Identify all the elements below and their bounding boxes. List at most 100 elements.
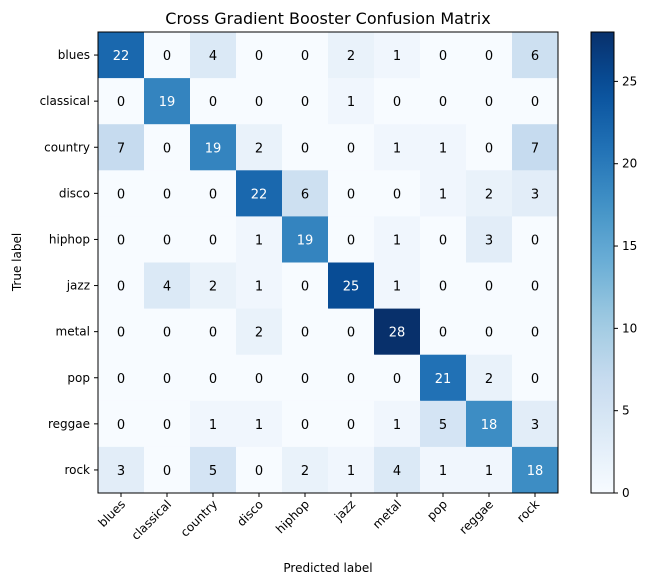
heatmap-cell xyxy=(420,124,467,171)
cell-value-label: 3 xyxy=(531,418,539,433)
heatmap-cell xyxy=(466,308,513,356)
heatmap-cell xyxy=(236,32,283,79)
cell-value-label: 0 xyxy=(301,418,309,433)
heatmap-cell xyxy=(236,400,283,448)
heatmap-cell xyxy=(420,170,467,217)
plot-frame xyxy=(97,31,559,494)
heatmap-cell xyxy=(98,78,145,125)
chart-title: Cross Gradient Booster Confusion Matrix xyxy=(165,9,490,28)
cell-value-label: 2 xyxy=(255,326,263,341)
heatmap-cell xyxy=(466,78,513,125)
y-axis-label: True label xyxy=(10,233,24,292)
cell-value-label: 1 xyxy=(393,280,401,295)
y-tick-label: pop xyxy=(67,371,90,385)
cell-value-label: 1 xyxy=(393,418,401,433)
cell-value-label: 6 xyxy=(301,187,309,202)
x-tick-label: jazz xyxy=(331,497,358,524)
cell-value-label: 0 xyxy=(439,233,447,248)
cell-value-label: 0 xyxy=(301,95,309,110)
colorbar-tick-label: 20 xyxy=(622,157,637,171)
cell-value-label: 25 xyxy=(343,280,360,295)
heatmap-cell xyxy=(144,216,191,263)
heatmap-cell xyxy=(512,216,559,263)
cell-value-label: 19 xyxy=(205,141,222,156)
cell-value-label: 0 xyxy=(117,95,125,110)
heatmap-cell xyxy=(144,32,191,79)
cell-value-label: 0 xyxy=(393,372,401,387)
heatmap-cell xyxy=(328,216,375,263)
heatmap-cells: 22 0 4 0 0 2 1 0 0 60 19 0 0 0 1 0 0 0 07 0 19 2 0 0 1 1 0 70 0 0 22 6 0… xyxy=(98,32,559,494)
cell-value-label: 0 xyxy=(255,95,263,110)
heatmap-cell xyxy=(328,170,375,217)
cell-value-label: 0 xyxy=(255,464,263,479)
cell-value-label: 0 xyxy=(255,372,263,387)
cell-value-label: 0 xyxy=(347,233,355,248)
cell-value-label: 0 xyxy=(439,49,447,64)
heatmap-cell xyxy=(98,308,145,356)
cell-value-label: 0 xyxy=(117,418,125,433)
heatmap-cell xyxy=(512,308,559,356)
cell-value-label: 0 xyxy=(117,280,125,295)
heatmap-cell xyxy=(466,400,513,448)
x-axis-label: Predicted label xyxy=(283,561,372,575)
cell-value-label: 18 xyxy=(527,464,544,479)
cell-value-label: 1 xyxy=(209,418,217,433)
heatmap-cell xyxy=(420,354,467,402)
heatmap-cell xyxy=(374,170,421,217)
heatmap-cell xyxy=(190,124,237,171)
heatmap-cell xyxy=(190,32,237,79)
cell-value-label: 6 xyxy=(531,49,539,64)
heatmap-cell xyxy=(282,308,329,356)
cell-value-label: 0 xyxy=(163,464,171,479)
cell-value-label: 0 xyxy=(531,280,539,295)
heatmap-cell xyxy=(236,78,283,125)
heatmap-cell xyxy=(236,170,283,217)
heatmap-cell xyxy=(420,262,467,310)
heatmap-cell xyxy=(98,446,145,494)
cell-value-label: 4 xyxy=(209,49,217,64)
heatmap-cell xyxy=(328,32,375,79)
heatmap-cell xyxy=(374,446,421,494)
colorbar-ticks: 0 5 10 15 20 25 xyxy=(614,74,637,500)
heatmap-cell xyxy=(282,216,329,263)
cell-value-label: 7 xyxy=(117,141,125,156)
cell-value-label: 0 xyxy=(163,141,171,156)
cell-value-label: 5 xyxy=(439,418,447,433)
x-tick-label: hiphop xyxy=(273,497,312,536)
cell-value-label: 28 xyxy=(389,326,406,341)
heatmap-cell xyxy=(512,78,559,125)
colorbar-tick-label: 15 xyxy=(622,239,637,253)
y-tick-label: reggae xyxy=(48,417,90,431)
heatmap-cell xyxy=(374,78,421,125)
heatmap-cell xyxy=(98,400,145,448)
heatmap-cell xyxy=(98,124,145,171)
cell-value-label: 0 xyxy=(117,233,125,248)
heatmap-cell xyxy=(144,354,191,402)
cell-value-label: 1 xyxy=(439,464,447,479)
cell-value-label: 1 xyxy=(393,233,401,248)
y-tick-labels: blues classical country disco hiphop jazz meta… xyxy=(40,48,98,477)
cell-value-label: 2 xyxy=(485,187,493,202)
heatmap-cell xyxy=(190,216,237,263)
y-tick-label: country xyxy=(44,140,90,154)
heatmap-cell xyxy=(236,446,283,494)
heatmap-cell xyxy=(512,354,559,402)
x-tick-label: reggae xyxy=(457,497,497,537)
heatmap-cell xyxy=(512,262,559,310)
heatmap-cell xyxy=(420,78,467,125)
heatmap-cell xyxy=(374,400,421,448)
x-tick-labels: blues classical country disco hiphop jazz meta… xyxy=(95,493,542,543)
heatmap-cell xyxy=(420,32,467,79)
cell-value-label: 0 xyxy=(531,372,539,387)
cell-value-label: 0 xyxy=(347,141,355,156)
heatmap-cell xyxy=(236,262,283,310)
colorbar-tick-label: 25 xyxy=(622,74,637,88)
heatmap-cell xyxy=(512,446,559,494)
heatmap-cell xyxy=(374,354,421,402)
cell-value-label: 3 xyxy=(485,233,493,248)
cell-value-label: 19 xyxy=(297,233,314,248)
cell-value-label: 0 xyxy=(347,187,355,202)
heatmap-cell xyxy=(98,170,145,217)
heatmap-cell xyxy=(466,32,513,79)
